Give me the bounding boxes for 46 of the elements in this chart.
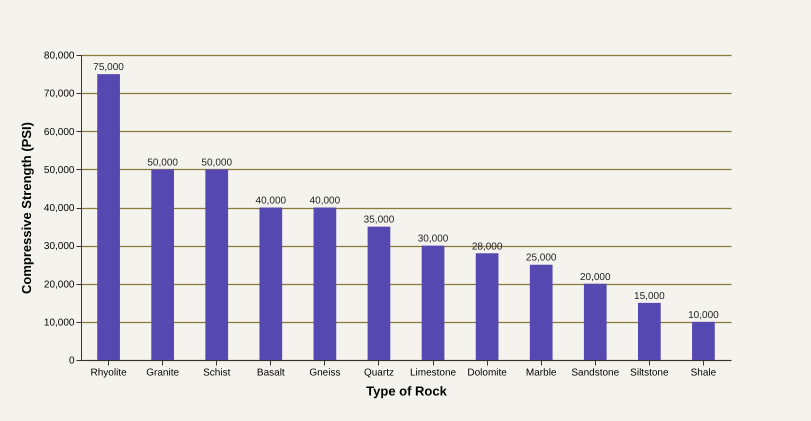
bar — [530, 264, 553, 360]
x-tick-label: Sandstone — [571, 368, 620, 378]
bar — [314, 208, 336, 360]
bar — [205, 169, 228, 360]
data-label: 15,000 — [634, 290, 666, 302]
y-tick-label: 80,000 — [44, 50, 75, 62]
data-label: 50,000 — [147, 157, 178, 168]
data-label: 75,000 — [93, 62, 124, 74]
bar — [638, 302, 661, 360]
bar — [422, 246, 444, 360]
x-axis-title: Type of Rock — [366, 384, 448, 398]
data-label: 35,000 — [364, 214, 395, 226]
data-label: 20,000 — [580, 272, 611, 283]
x-tick-label: Rhyolite — [90, 368, 128, 378]
bar — [151, 169, 174, 360]
y-tick-label: 40,000 — [44, 203, 75, 214]
bar — [97, 74, 120, 360]
y-tick-label: 30,000 — [44, 241, 75, 252]
data-label: 50,000 — [201, 157, 232, 168]
data-label: 30,000 — [418, 234, 449, 245]
x-tick-label: Quartz — [364, 368, 394, 378]
y-tick-label: 20,000 — [44, 279, 75, 290]
bar — [368, 226, 390, 360]
x-tick-label: Siltstone — [630, 368, 669, 378]
x-tick-label: Basalt — [256, 368, 285, 378]
data-label: 10,000 — [688, 310, 720, 321]
bar — [584, 284, 607, 360]
data-label: 40,000 — [310, 196, 341, 206]
bar — [476, 253, 498, 360]
y-axis-title: Compressive Strength (PSI) — [18, 122, 34, 294]
y-tick-label: 60,000 — [44, 126, 75, 138]
y-tick-label: 10,000 — [44, 317, 75, 328]
y-tick-label: 50,000 — [44, 164, 75, 176]
x-tick-label: Shale — [690, 368, 717, 378]
x-tick-label: Schist — [203, 368, 231, 378]
data-label: 40,000 — [256, 196, 287, 206]
y-tick-label: 70,000 — [44, 88, 75, 100]
bar — [259, 208, 282, 360]
x-tick-label: Marble — [526, 368, 557, 378]
x-tick-label: Granite — [146, 368, 180, 378]
x-tick-label: Dolomite — [467, 368, 508, 378]
x-tick-label: Gneiss — [309, 368, 340, 378]
y-tick-label: 0 — [68, 356, 75, 366]
bar — [692, 322, 715, 360]
x-tick-label: Limestone — [410, 368, 457, 378]
data-label: 25,000 — [526, 252, 557, 264]
